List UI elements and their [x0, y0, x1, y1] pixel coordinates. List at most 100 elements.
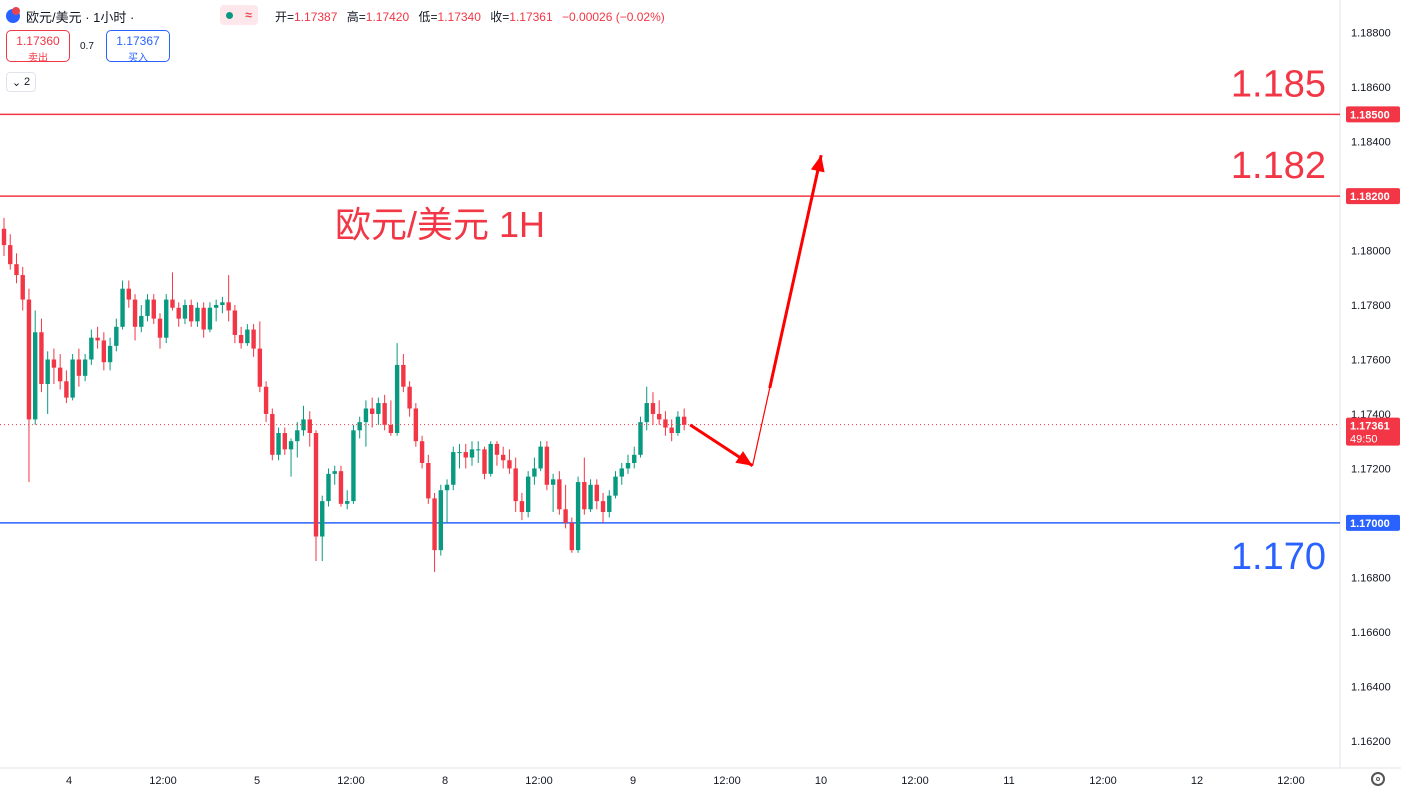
low-key: 低= [418, 10, 438, 24]
candle-down [594, 484, 599, 502]
candle-down [582, 482, 587, 510]
candle-down [657, 413, 662, 420]
candle-up [89, 337, 94, 360]
candle-down [419, 441, 425, 463]
candle-down [401, 364, 406, 387]
time-tick-label: 9 [630, 775, 636, 787]
symbol-title[interactable]: 欧元/美元 · 1小时 · [26, 9, 135, 25]
candle-up [351, 430, 356, 502]
projection-arrow-up-tail [751, 387, 771, 466]
level-price-tag [1346, 514, 1400, 531]
last-price-tag [1346, 417, 1400, 446]
candle-up [438, 490, 443, 551]
price-tick-label: 1.17600 [1351, 354, 1391, 366]
candle-up [625, 462, 631, 469]
candle-up [182, 305, 188, 319]
candle-down [557, 479, 562, 510]
time-tick-label: 12 [1191, 775, 1203, 787]
candle-up [276, 433, 281, 455]
time-tick-label: 8 [442, 775, 448, 787]
candle-down [338, 471, 344, 504]
projection-arrow-down-head [735, 451, 753, 466]
candle-down [95, 337, 100, 341]
candle-up [220, 302, 225, 306]
sell-button[interactable]: 1.17360 卖出 [6, 30, 70, 64]
market-status-pill[interactable]: ≈ [220, 5, 258, 25]
candle-down [263, 386, 269, 414]
level-price-tag [1346, 106, 1400, 123]
candle-up [164, 299, 169, 338]
candle-down [569, 522, 575, 551]
close-value: 1.17361 [509, 10, 553, 24]
candle-up [607, 495, 612, 512]
time-tick-label: 12:00 [1277, 775, 1305, 787]
level-price-tag-label: 1.17000 [1350, 518, 1390, 530]
time-tick-label: 12:00 [149, 775, 177, 787]
candle-down [132, 299, 138, 327]
candle-down [226, 302, 231, 311]
candle-down [507, 460, 512, 469]
candle-up [469, 449, 475, 458]
candle-down [681, 416, 687, 425]
candle-down [482, 449, 487, 474]
candle-down [151, 299, 156, 319]
candle-up [120, 288, 125, 327]
level-annotation: 1.182 [1231, 145, 1326, 187]
candle-down [26, 299, 32, 420]
candle-down [426, 462, 431, 499]
indicators-collapse-button[interactable]: ⌄ 2 [6, 72, 36, 92]
time-tick-label: 12:00 [337, 775, 365, 787]
candle-down [189, 305, 194, 322]
price-tick-label: 1.18000 [1351, 246, 1391, 258]
change-value: −0.00026 (−0.02%) [562, 10, 665, 24]
wave-icon: ≈ [245, 8, 252, 22]
last-price-label: 1.17361 [1350, 421, 1390, 433]
candle-up [451, 452, 456, 485]
eurusd-flag-icon [6, 7, 20, 23]
candle-up [444, 484, 450, 491]
candle-down [1, 228, 7, 246]
candle-up [376, 403, 381, 414]
price-tick-label: 1.18400 [1351, 137, 1391, 149]
candle-up [675, 416, 681, 434]
candle-down [600, 501, 606, 512]
candle-up [613, 476, 618, 496]
candle-down [201, 307, 206, 330]
low-value: 1.17340 [437, 10, 481, 24]
chart-overlay-title: 欧元/美元 1H [335, 204, 545, 245]
candle-down [39, 332, 44, 384]
candle-down [232, 310, 238, 335]
bar-countdown-label: 49:50 [1350, 434, 1378, 446]
buy-button[interactable]: 1.17367 买入 [106, 30, 170, 64]
candle-up [288, 441, 294, 450]
candle-up [644, 403, 649, 423]
candle-up [145, 299, 150, 316]
price-tick-label: 1.18600 [1351, 82, 1391, 94]
buy-price: 1.17367 [116, 34, 160, 48]
candle-up [538, 446, 543, 469]
symbol-header[interactable]: 欧元/美元 · 1小时 · [6, 6, 134, 26]
buy-label: 买入 [128, 53, 148, 64]
candle-down [544, 446, 550, 485]
level-annotation: 1.170 [1231, 536, 1326, 578]
candle-up [245, 329, 250, 344]
time-tick-label: 12:00 [1089, 775, 1117, 787]
level-price-tag-label: 1.18500 [1350, 109, 1390, 121]
candle-up [332, 471, 337, 474]
candle-up [195, 307, 200, 322]
candle-down [463, 452, 468, 458]
chart-settings-gear-icon[interactable] [1371, 772, 1385, 786]
candle-down [388, 424, 394, 434]
candle-up [301, 419, 306, 431]
candle-down [494, 443, 500, 455]
ohlc-legend: 开=1.17387 高=1.17420 低=1.17340 收=1.17361 … [275, 8, 671, 25]
candle-down [8, 245, 13, 265]
candle-up [345, 501, 350, 504]
candle-up [213, 305, 219, 308]
candle-down [126, 288, 131, 300]
open-key: 开= [275, 10, 295, 24]
candle-down [176, 307, 181, 319]
close-key: 收= [490, 10, 510, 24]
candle-down [14, 264, 19, 276]
